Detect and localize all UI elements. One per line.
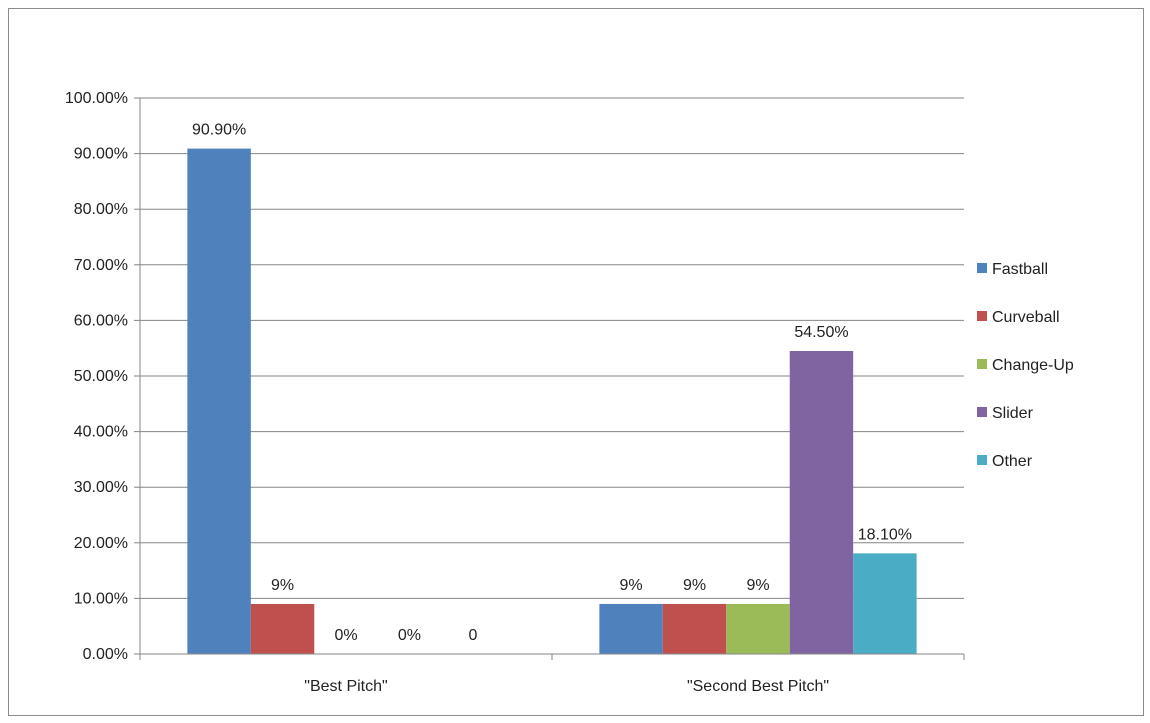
legend: Fastball Curveball Change-Up Slider Other: [977, 261, 1074, 470]
data-label: 54.50%: [794, 324, 848, 341]
bar: [250, 603, 315, 654]
y-tick-label: 50.00%: [74, 368, 128, 385]
legend-label: Fastball: [992, 261, 1048, 278]
x-axis: [139, 653, 965, 660]
data-label: 18.10%: [858, 526, 912, 543]
legend-swatch: [977, 407, 987, 417]
legend-label: Curveball: [992, 309, 1060, 326]
legend-label: Slider: [992, 405, 1034, 422]
data-labels: 90.90% 9% 0% 0% 0 9% 9% 9% 54.50% 18.10%: [192, 122, 912, 644]
data-label: 0%: [398, 627, 421, 644]
bar: [789, 350, 854, 654]
legend-label: Other: [992, 453, 1033, 470]
y-axis-ticks: 0.00% 10.00% 20.00% 30.00% 40.00% 50.00% 60.00…: [65, 90, 141, 663]
bar: [599, 603, 663, 654]
y-tick-label: 30.00%: [74, 479, 128, 496]
data-label: 9%: [683, 577, 706, 594]
y-tick-label: 0.00%: [83, 646, 128, 663]
data-label: 90.90%: [192, 122, 246, 139]
data-label: 9%: [746, 577, 769, 594]
data-label: 0%: [334, 627, 357, 644]
y-tick-label: 20.00%: [74, 535, 128, 552]
data-label: 0: [468, 627, 477, 644]
bar: [726, 603, 790, 654]
legend-swatch: [977, 455, 987, 465]
category-labels: "Best Pitch" "Second Best Pitch": [304, 678, 829, 695]
category-label: "Best Pitch": [304, 678, 387, 695]
y-tick-label: 10.00%: [74, 590, 128, 607]
y-tick-label: 100.00%: [65, 90, 128, 107]
legend-swatch: [977, 263, 987, 273]
y-tick-label: 40.00%: [74, 424, 128, 441]
data-label: 9%: [271, 577, 294, 594]
legend-swatch: [977, 311, 987, 321]
y-tick-label: 80.00%: [74, 201, 128, 218]
bars: [187, 148, 917, 654]
bar: [853, 553, 917, 654]
y-tick-label: 70.00%: [74, 257, 128, 274]
bar: [662, 603, 727, 654]
bar: [187, 148, 251, 654]
y-tick-label: 90.00%: [74, 146, 128, 163]
legend-swatch: [977, 359, 987, 369]
data-label: 9%: [620, 577, 643, 594]
legend-label: Change-Up: [992, 357, 1074, 374]
y-tick-label: 60.00%: [74, 312, 128, 329]
category-label: "Second Best Pitch": [687, 678, 829, 695]
